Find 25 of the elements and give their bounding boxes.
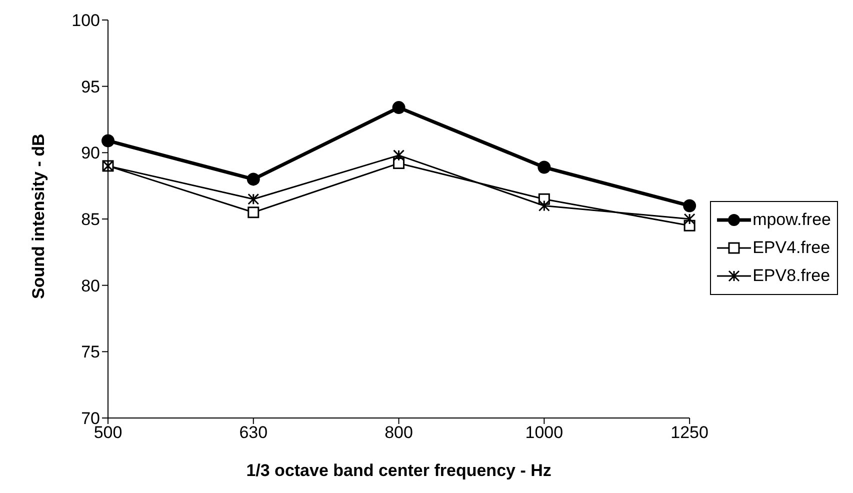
x-tick-label: 1250 [670, 423, 708, 442]
point [392, 101, 406, 114]
point [538, 160, 551, 174]
y-tick-label: 95 [81, 77, 100, 96]
y-tick-label: 90 [81, 144, 100, 163]
x-tick-label: 500 [94, 423, 122, 442]
legend-label: EPV8.free [752, 266, 830, 286]
point [538, 200, 550, 212]
x-tick-label: 1000 [525, 423, 564, 442]
point [102, 134, 114, 148]
y-axis-title: Sound intensity - dB [29, 134, 48, 299]
x-axis-title: 1/3 octave band center frequency - Hz [246, 461, 552, 480]
point [248, 193, 260, 205]
point [248, 206, 260, 218]
point [393, 150, 405, 162]
legend-label: EPV4.free [752, 238, 830, 258]
x-tick-label: 630 [239, 423, 268, 442]
point [246, 172, 260, 186]
y-tick-label: 100 [72, 11, 100, 30]
y-tick-label: 85 [81, 210, 100, 230]
x-tick-label: 800 [384, 423, 413, 442]
legend-label: mpow.free [752, 210, 831, 230]
y-tick-label: 80 [81, 276, 100, 296]
point [683, 199, 696, 212]
y-tick-label: 75 [81, 342, 100, 362]
